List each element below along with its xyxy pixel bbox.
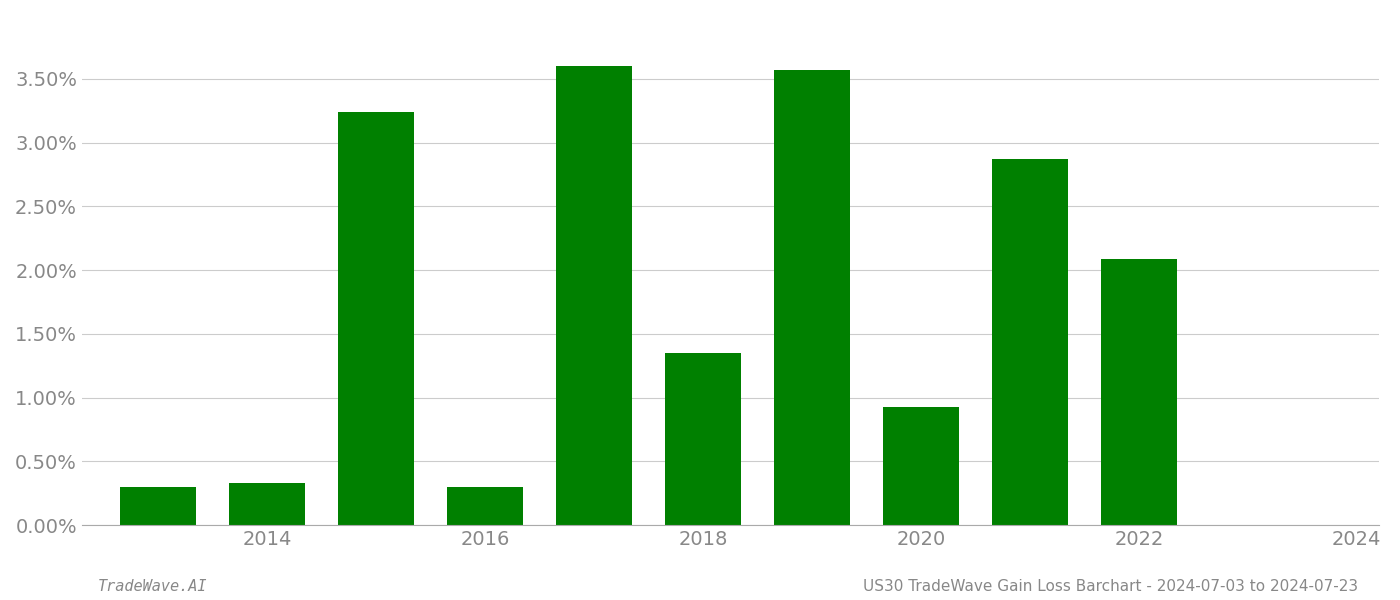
Text: TradeWave.AI: TradeWave.AI: [98, 579, 207, 594]
Bar: [774, 70, 850, 525]
Text: US30 TradeWave Gain Loss Barchart - 2024-07-03 to 2024-07-23: US30 TradeWave Gain Loss Barchart - 2024…: [862, 579, 1358, 594]
Bar: [447, 487, 524, 525]
Bar: [120, 487, 196, 525]
Bar: [665, 353, 741, 525]
Bar: [556, 66, 633, 525]
Bar: [230, 483, 305, 525]
Bar: [1100, 259, 1177, 525]
Bar: [337, 112, 414, 525]
Bar: [991, 159, 1068, 525]
Bar: [883, 407, 959, 525]
